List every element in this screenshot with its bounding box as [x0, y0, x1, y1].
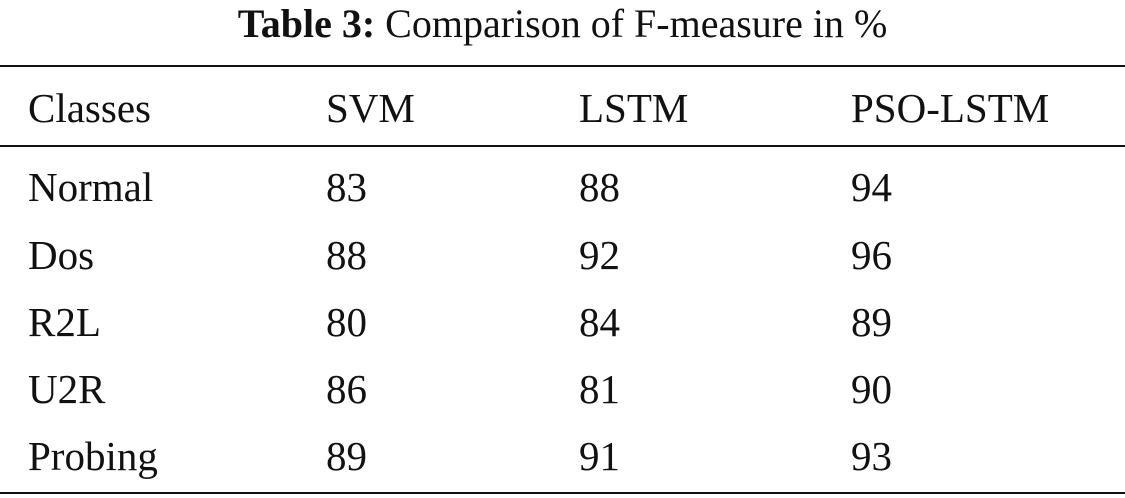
row-label: Probing	[28, 433, 158, 479]
table-cell: 89	[851, 299, 892, 345]
caption-label: Table 3:	[237, 1, 376, 46]
table-cell: 89	[326, 433, 367, 479]
row-label: Normal	[28, 164, 154, 210]
top-rule	[0, 65, 1125, 67]
bottom-rule	[0, 492, 1125, 494]
table-cell: 88	[579, 164, 620, 210]
column-header-lstm: LSTM	[579, 85, 689, 131]
table-cell: 92	[579, 232, 620, 278]
table-cell: 86	[326, 366, 367, 412]
column-header-classes: Classes	[28, 85, 151, 131]
table-cell: 88	[326, 232, 367, 278]
row-label: Dos	[28, 232, 95, 278]
row-label: U2R	[28, 366, 106, 412]
table-cell: 80	[326, 299, 367, 345]
column-header-svm: SVM	[326, 85, 415, 131]
row-label: R2L	[28, 299, 101, 345]
table-cell: 90	[851, 366, 892, 412]
table-cell: 81	[579, 366, 620, 412]
column-header-pso-lstm: PSO-LSTM	[851, 85, 1050, 131]
table-cell: 84	[579, 299, 620, 345]
table-cell: 91	[579, 433, 620, 479]
caption-text: Comparison of F-measure in %	[385, 1, 888, 46]
table-cell: 93	[851, 433, 892, 479]
table-cell: 83	[326, 164, 367, 210]
header-rule	[0, 145, 1125, 147]
table-caption: Table 3: Comparison of F-measure in %	[0, 0, 1125, 50]
table-cell: 94	[851, 164, 892, 210]
table-cell: 96	[851, 232, 892, 278]
